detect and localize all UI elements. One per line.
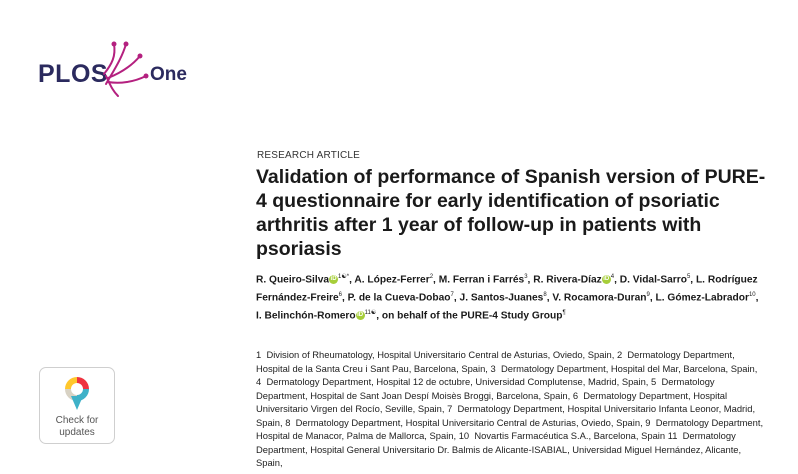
affiliation-text: Dermatology Department, Hospital de la S…	[256, 349, 735, 374]
affiliation-text: Dermatology Department, Hospital General…	[256, 430, 742, 468]
author-name[interactable]: M. Ferran i Farrés	[438, 274, 525, 286]
affiliation-number: 9	[645, 416, 651, 428]
author-separator: ,	[433, 274, 439, 286]
author-name[interactable]: J. Santos-Juanes	[459, 292, 544, 304]
affiliation-text: Dermatology Department, Hospital 12 de o…	[266, 376, 649, 387]
author-affiliation-marker: 5	[686, 274, 691, 280]
author-separator: ,	[342, 292, 348, 304]
author-separator: ,	[453, 292, 460, 304]
crossmark-icon	[65, 377, 89, 410]
affiliation-text: Dermatology Department, Hospital de Mana…	[256, 416, 764, 442]
affiliation-text: Dermatology Department, Hospital Univers…	[256, 389, 728, 415]
author-affiliation-marker: 8	[543, 291, 547, 298]
check-label-line1: Check for	[55, 415, 99, 426]
author-separator: ,	[546, 292, 553, 304]
author-affiliation-marker: 10	[748, 291, 756, 298]
check-for-updates-badge[interactable]: Check for updates	[39, 367, 115, 444]
affiliation-number: 11	[667, 430, 678, 441]
author-affiliation-marker: 6	[338, 291, 342, 298]
author-affiliation-marker: 1☯*	[338, 274, 350, 280]
affiliation-number: 6	[572, 389, 579, 401]
affiliation-number: 3	[490, 362, 496, 374]
author-affiliation-marker: 4	[610, 274, 615, 280]
author-separator: ,	[349, 274, 355, 286]
plos-starburst-icon	[103, 41, 149, 97]
orcid-icon[interactable]: iD	[329, 275, 339, 285]
affiliation-text: Dermatology Department, Hospital de Sant…	[256, 376, 715, 401]
author-name[interactable]: L. Gómez-Labrador	[655, 292, 749, 304]
article-type: RESEARCH ARTICLE	[257, 150, 361, 161]
author-affiliation-marker: 3	[524, 274, 528, 280]
plos-wordmark: PLOS	[38, 60, 109, 88]
author-separator: ,	[649, 292, 656, 304]
plos-one-logo[interactable]: PLOS One	[38, 38, 208, 98]
author-name[interactable]: V. Rocamora-Duran	[552, 292, 647, 304]
affiliation-number: 7	[447, 403, 453, 414]
affiliation-number: 10	[458, 430, 470, 441]
author-affiliation-marker: 7	[450, 291, 454, 298]
author-name[interactable]: R. Rivera-Díaz	[533, 274, 602, 286]
author-name[interactable]: A. López-Ferrer	[354, 274, 430, 286]
affiliation-text: Division of Rheumatology, Hospital Unive…	[266, 349, 615, 360]
author-separator: ,	[376, 310, 382, 322]
affiliation-text: Novartis Farmacéutica S.A., Barcelona, S…	[474, 430, 666, 441]
affiliation-number: 1	[256, 349, 262, 360]
author-name[interactable]: L. Rodríguez Fernández-Freire	[256, 274, 758, 304]
affiliation-number: 4	[256, 376, 262, 387]
orcid-icon[interactable]: iD	[355, 310, 365, 320]
orcid-icon[interactable]: iD	[601, 275, 611, 285]
journal-wordmark: One	[150, 64, 187, 85]
affiliation-text: Dermatology Department, Hospital del Mar…	[500, 362, 758, 374]
author-separator: ,	[527, 274, 534, 286]
affiliation-number: 8	[285, 416, 291, 428]
author-separator: ,	[755, 292, 759, 304]
author-affiliation-marker: 11☯	[364, 309, 377, 316]
author-separator: ,	[614, 274, 620, 286]
author-name[interactable]: I. Belinchón-Romero	[256, 310, 356, 322]
affiliation-text: Dermatology Department, Hospital Univers…	[256, 403, 756, 428]
author-name[interactable]: D. Vidal-Sarro	[619, 274, 687, 286]
author-affiliation-marker: 2	[429, 274, 434, 280]
affiliations: 1 Division of Rheumatology, Hospital Uni…	[256, 348, 768, 470]
article-title: Validation of performance of Spanish ver…	[256, 166, 766, 260]
author-name[interactable]: P. de la Cueva-Dobao	[347, 292, 451, 304]
author-affiliation-marker: 9	[646, 291, 650, 298]
affiliation-text: Dermatology Department, Hospital Univers…	[295, 416, 643, 428]
author-separator: ,	[690, 274, 696, 286]
author-name[interactable]: R. Queiro-Silva	[256, 274, 330, 286]
author-list: R. Queiro-Silva iD 1☯*, A. López-Ferrer2, …	[256, 270, 766, 324]
check-label-line2: updates	[59, 427, 95, 438]
affiliation-number: 5	[651, 376, 657, 387]
author-name[interactable]: on behalf of the PURE-4 Study Group	[381, 310, 563, 322]
author-affiliation-marker: ¶	[562, 309, 566, 316]
affiliation-number: 2	[616, 349, 623, 360]
